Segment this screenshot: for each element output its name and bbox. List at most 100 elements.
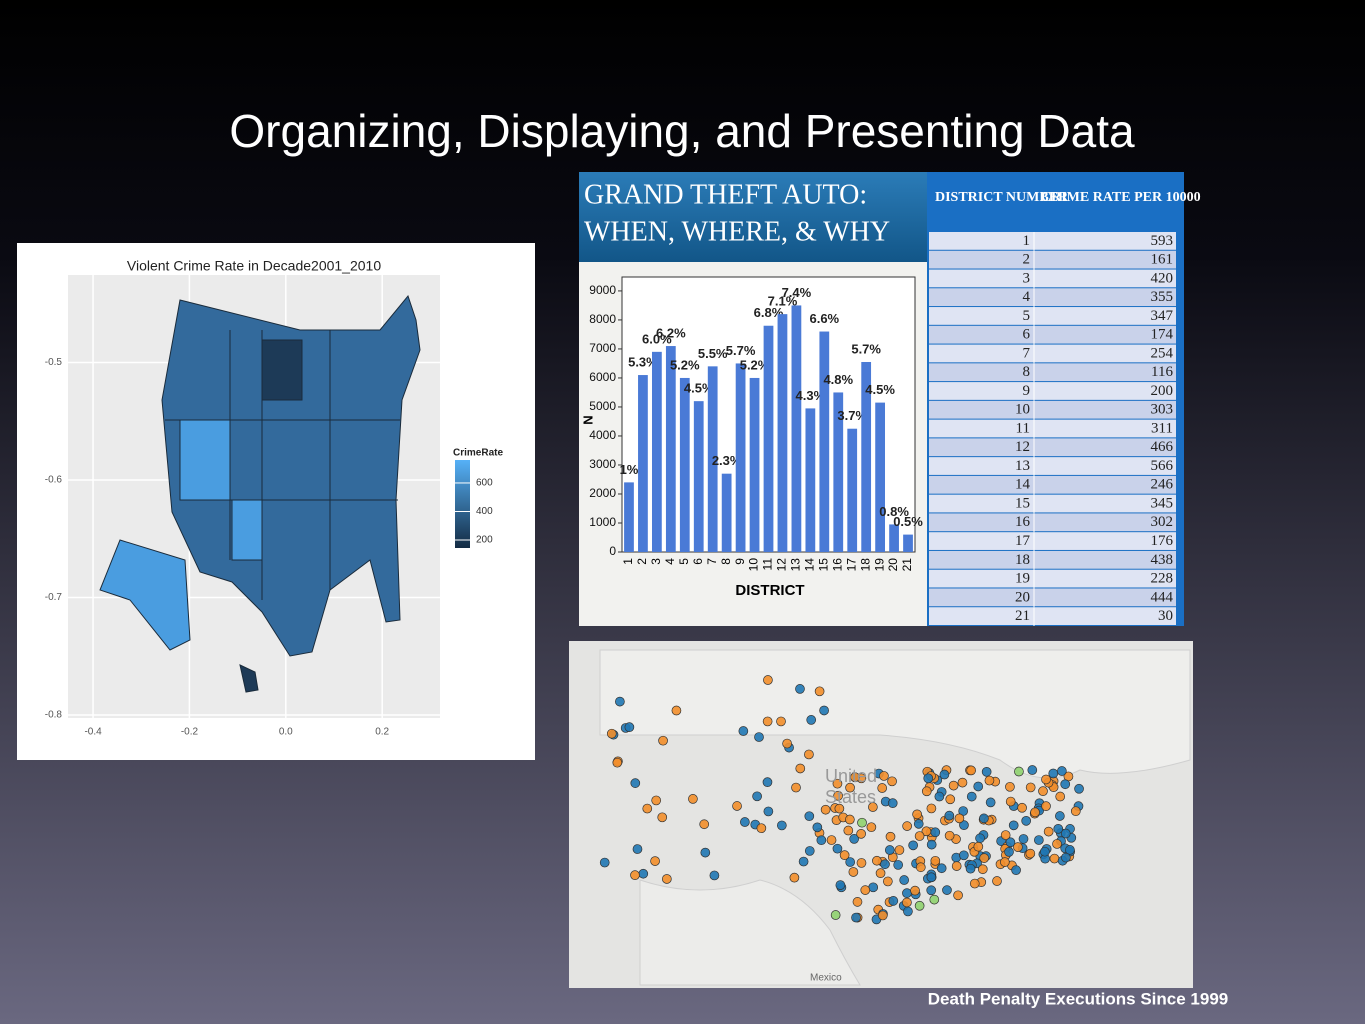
hawaii bbox=[239, 664, 259, 693]
table-row bbox=[929, 400, 1176, 419]
execution-dot bbox=[699, 819, 710, 830]
y-tick-label: -0.6 bbox=[45, 475, 63, 486]
execution-dot bbox=[1043, 826, 1054, 837]
table-cell: 345 bbox=[1151, 495, 1174, 511]
x-tick-label: 14 bbox=[803, 558, 817, 572]
table-cell: 420 bbox=[1151, 270, 1174, 286]
table-cell: 3 bbox=[1023, 270, 1031, 286]
execution-dot bbox=[902, 821, 912, 831]
execution-dot bbox=[688, 794, 698, 804]
table-row bbox=[929, 475, 1176, 494]
x-tick-label: 0.2 bbox=[375, 727, 389, 738]
table-row bbox=[929, 269, 1176, 288]
execution-dot bbox=[1053, 823, 1064, 834]
bar-annotation: 7.4% bbox=[782, 285, 812, 300]
execution-dot bbox=[814, 686, 825, 697]
table-cell: 176 bbox=[1151, 533, 1174, 549]
execution-dot bbox=[926, 885, 937, 896]
execution-dot bbox=[884, 845, 895, 855]
execution-dot bbox=[866, 822, 877, 833]
bar-annotation: 1% bbox=[620, 462, 639, 477]
execution-dot bbox=[953, 890, 963, 901]
us-map bbox=[161, 294, 421, 657]
map-label: States bbox=[825, 787, 876, 807]
execution-dot bbox=[819, 705, 829, 716]
execution-dot bbox=[930, 855, 941, 866]
bar bbox=[861, 361, 872, 552]
execution-dot bbox=[762, 777, 773, 788]
y-tick-label: 0 bbox=[609, 544, 616, 558]
execution-dot bbox=[832, 778, 843, 789]
table-row bbox=[929, 532, 1176, 550]
execution-dot bbox=[921, 786, 932, 797]
execution-dot bbox=[776, 820, 787, 831]
execution-dot bbox=[930, 827, 941, 838]
table-cell: 161 bbox=[1151, 252, 1174, 268]
execution-dot bbox=[880, 859, 890, 870]
execution-dot bbox=[738, 726, 749, 736]
bar bbox=[833, 392, 844, 552]
execution-dot bbox=[804, 846, 815, 856]
execution-dot bbox=[606, 728, 617, 739]
execution-dot bbox=[856, 858, 867, 868]
execution-dot bbox=[908, 840, 918, 851]
bar bbox=[707, 366, 718, 552]
execution-dot bbox=[914, 831, 925, 841]
execution-dot bbox=[845, 857, 856, 867]
execution-dot bbox=[959, 820, 969, 830]
execution-dot bbox=[985, 797, 996, 808]
y-tick-label: 6000 bbox=[589, 370, 616, 384]
x-tick-label: 11 bbox=[761, 558, 775, 571]
table-cell: 4 bbox=[1023, 289, 1031, 305]
table-cell: 12 bbox=[1015, 439, 1030, 455]
execution-dot bbox=[975, 833, 985, 844]
execution-dot bbox=[776, 716, 786, 727]
x-tick-label: 12 bbox=[775, 558, 789, 572]
execution-dot bbox=[951, 861, 962, 871]
execution-dot bbox=[1005, 781, 1015, 792]
map-label: United bbox=[825, 766, 877, 786]
execution-dot bbox=[1005, 837, 1016, 848]
execution-dot bbox=[839, 850, 850, 860]
execution-dot bbox=[969, 878, 980, 889]
table-cell: 15 bbox=[1015, 495, 1030, 511]
execution-dot bbox=[966, 765, 976, 776]
execution-dot bbox=[888, 896, 899, 906]
table-cell: 355 bbox=[1151, 289, 1174, 305]
execution-dot bbox=[804, 749, 814, 760]
execution-dot bbox=[1013, 842, 1023, 852]
execution-dot bbox=[1008, 820, 1019, 831]
execution-dot bbox=[1038, 786, 1048, 797]
table-cell: 13 bbox=[1015, 458, 1030, 474]
table-cell: 9 bbox=[1023, 383, 1031, 399]
execution-dot bbox=[795, 684, 805, 694]
execution-dot bbox=[973, 841, 984, 852]
execution-dot bbox=[732, 801, 742, 811]
table-cell: 20 bbox=[1015, 589, 1030, 605]
execution-dot bbox=[1041, 774, 1051, 785]
table-row bbox=[929, 344, 1176, 363]
execution-dot bbox=[965, 863, 976, 874]
state bbox=[261, 339, 303, 401]
bar-annotation: 6.2% bbox=[656, 325, 686, 340]
execution-dot bbox=[912, 809, 922, 820]
execution-dot bbox=[948, 780, 959, 791]
table-cell: 347 bbox=[1151, 308, 1174, 324]
table-row bbox=[929, 494, 1176, 513]
table-cell: 302 bbox=[1151, 514, 1174, 530]
table-cell: 18 bbox=[1015, 552, 1030, 568]
y-tick-label: 1000 bbox=[589, 515, 616, 529]
y-tick-label: 2000 bbox=[589, 486, 616, 500]
bar-annotation: 4.8% bbox=[823, 372, 853, 387]
table-row bbox=[929, 550, 1176, 569]
execution-dot bbox=[798, 856, 809, 867]
execution-dot bbox=[1004, 847, 1014, 857]
banner bbox=[579, 172, 927, 262]
execution-dot bbox=[921, 826, 932, 837]
table-row bbox=[929, 457, 1176, 475]
execution-dot bbox=[1017, 802, 1027, 813]
execution-dot bbox=[1011, 865, 1021, 875]
execution-dot bbox=[852, 897, 863, 907]
